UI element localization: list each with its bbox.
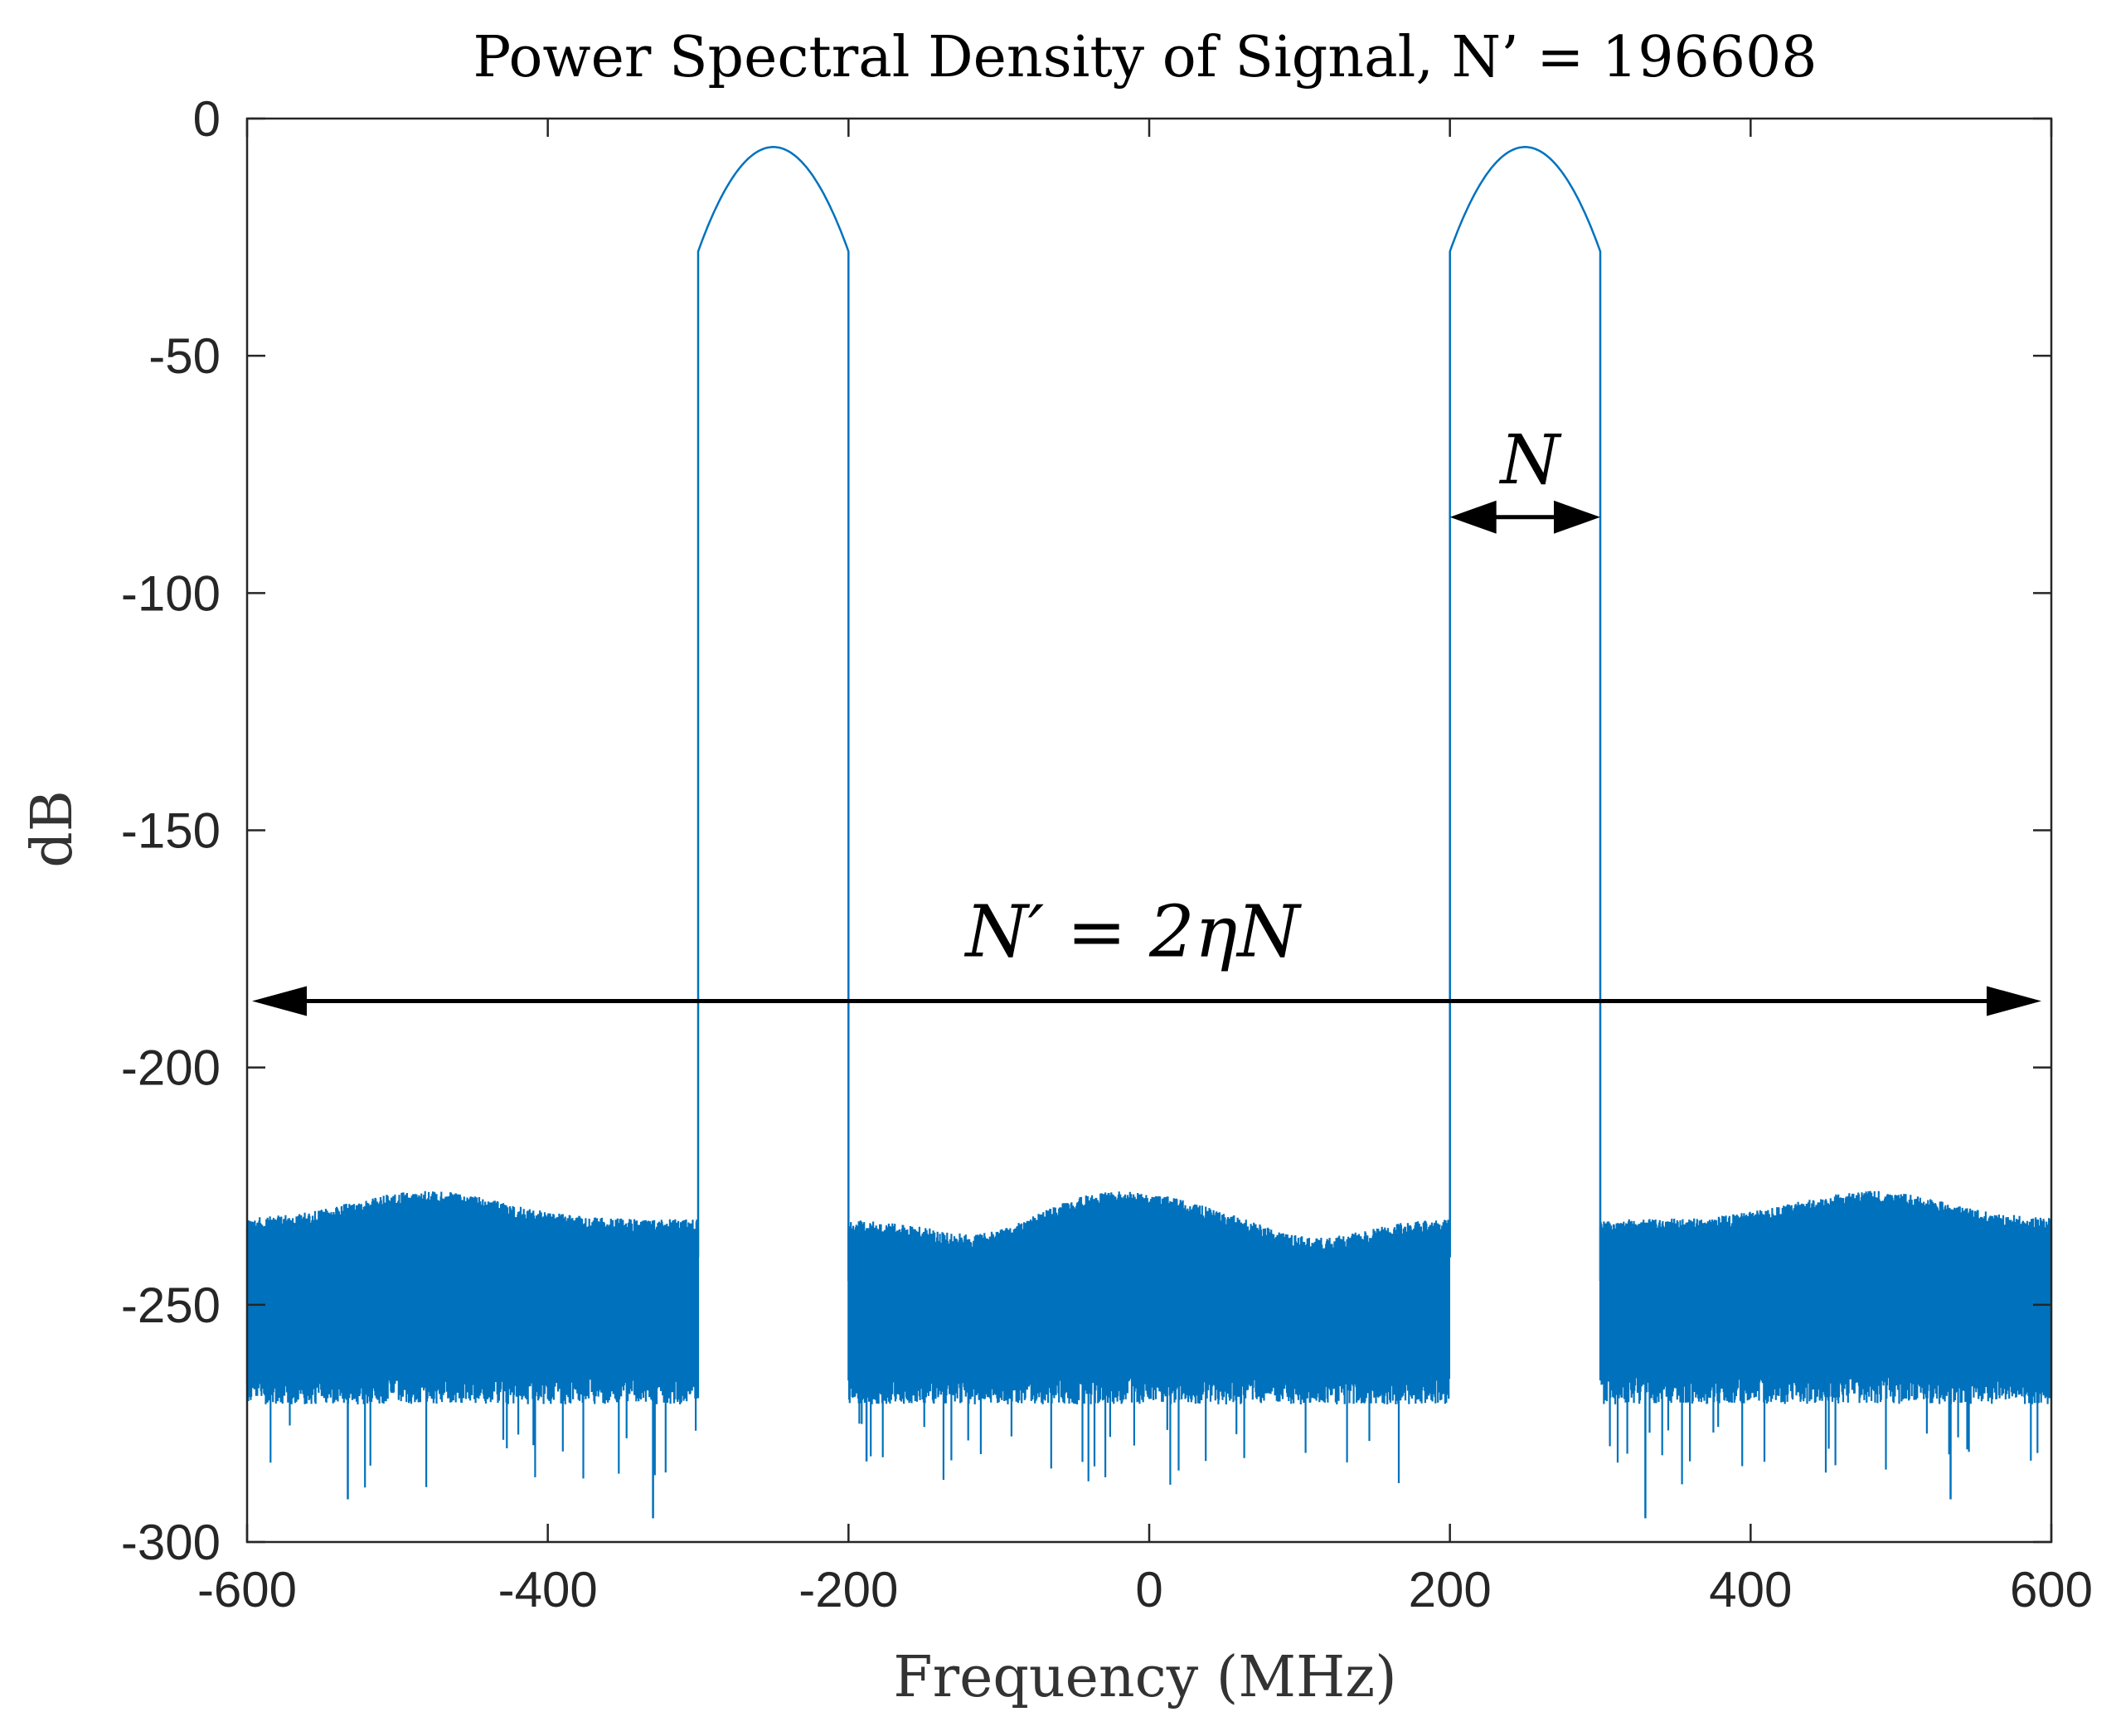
x-tick-label: 0	[1135, 1562, 1162, 1617]
y-tick-label: -100	[121, 565, 221, 621]
y-tick-label: 0	[193, 91, 221, 147]
annotations: N N′ = 2ηN	[252, 421, 2041, 1016]
signal-band-1	[696, 146, 850, 1282]
x-tick-label: -600	[197, 1562, 297, 1617]
axes: -600 -400 -200 0 200 400 600 0 -50 -100 -150 -200 -2…	[121, 91, 2093, 1617]
y-tick-label: -200	[121, 1040, 221, 1096]
y-tick-label: -150	[121, 803, 221, 859]
x-tick-label: -200	[798, 1562, 898, 1617]
y-axis-label: dB	[20, 790, 85, 868]
noise-floor-segment-3	[1599, 1190, 2053, 1485]
x-tick-label: -400	[498, 1562, 598, 1617]
chart-title: Power Spectral Density of Signal, N’ = 1…	[473, 25, 1817, 90]
signal-band-2	[1449, 146, 1602, 1282]
bandwidth-N-label: N	[1498, 421, 1562, 500]
x-axis-label: Frequency (MHz)	[893, 1645, 1396, 1710]
total-span-arrow-right	[1987, 986, 2041, 1016]
bandwidth-N-arrow-right	[1554, 500, 1600, 534]
y-tick-label: -250	[121, 1278, 221, 1333]
x-tick-label: 600	[2010, 1562, 2093, 1617]
noise-floor-segment-2	[847, 1191, 1450, 1485]
x-tick-label: 400	[1709, 1562, 1792, 1617]
y-tick-label: -300	[121, 1515, 221, 1570]
bandwidth-N-arrow-left	[1449, 500, 1497, 534]
total-span-arrow-left	[252, 986, 307, 1016]
y-tick-label: -50	[148, 328, 221, 384]
total-span-label: N′ = 2ηN	[964, 890, 1303, 973]
psd-series	[245, 146, 2053, 1519]
x-tick-label: 200	[1409, 1562, 1492, 1617]
